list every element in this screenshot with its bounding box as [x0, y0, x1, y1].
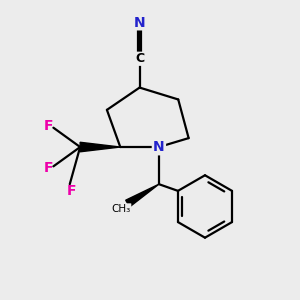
- Text: N: N: [134, 16, 146, 30]
- Polygon shape: [80, 142, 120, 152]
- Text: N: N: [153, 140, 165, 154]
- Text: F: F: [43, 119, 53, 133]
- Text: F: F: [67, 184, 76, 198]
- Text: CH₃: CH₃: [112, 204, 131, 214]
- Polygon shape: [126, 184, 159, 207]
- Text: C: C: [135, 52, 144, 65]
- Text: F: F: [43, 161, 53, 175]
